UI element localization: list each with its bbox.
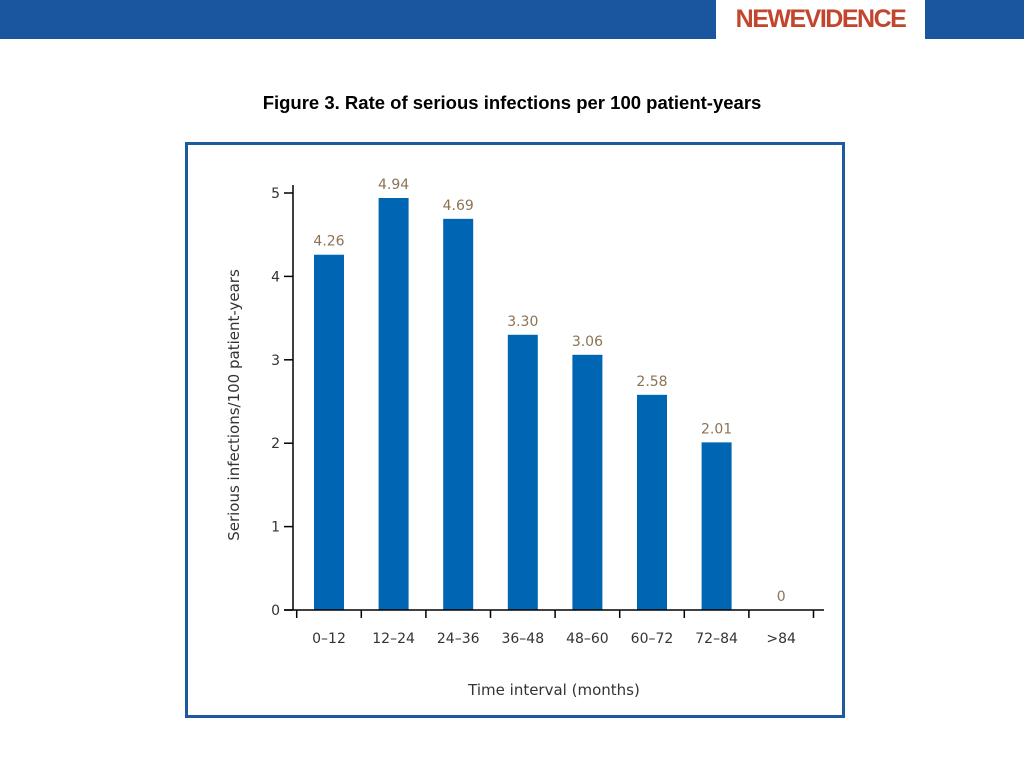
slide-title: Figure 3. Rate of serious infections per…: [262, 92, 762, 113]
value-label: 4.69: [443, 198, 474, 214]
value-label: 3.30: [507, 314, 538, 330]
y-tick-label: 1: [271, 520, 280, 536]
bar-chart: 4.26 4.94 4.69 3.30 3.06 2.58 2.01 0 0 1 2 3 4 5 0–12 1…: [225, 177, 824, 699]
x-tick-label: >84: [766, 631, 796, 647]
value-label: 4.26: [313, 234, 344, 250]
bar: [314, 254, 344, 610]
y-axis-label: Serious infections/100 patient-years: [225, 269, 243, 541]
x-axis-label: Time interval (months): [467, 681, 640, 699]
value-label: 2.01: [701, 421, 732, 437]
y-tick-label: 4: [271, 269, 280, 285]
brand-logo: NEWEVIDENCE: [716, 0, 925, 39]
bar: [637, 394, 667, 610]
y-tick-label: 5: [271, 186, 280, 202]
x-tick-label: 60–72: [631, 631, 674, 647]
value-label: 3.06: [572, 334, 603, 350]
x-tick-label: 12–24: [372, 631, 415, 647]
x-tick-label: 0–12: [312, 631, 346, 647]
x-tick-label: 48–60: [566, 631, 609, 647]
bar: [507, 334, 538, 610]
value-label: 0: [777, 589, 786, 605]
bar: [701, 442, 732, 610]
logo-text: NEWEVIDENCE: [735, 5, 907, 33]
x-tick-label: 72–84: [695, 631, 738, 647]
value-label: 4.94: [378, 177, 409, 193]
bar: [443, 218, 474, 610]
chart-frame: 4.26 4.94 4.69 3.30 3.06 2.58 2.01 0 0 1 2 3 4 5 0–12 1…: [185, 142, 845, 718]
y-tick-label: 0: [271, 603, 280, 619]
bar: [572, 354, 603, 610]
value-label: 2.58: [636, 374, 667, 390]
x-tick-label: 36–48: [501, 631, 544, 647]
x-tick-label: 24–36: [437, 631, 480, 647]
y-tick-label: 2: [271, 436, 280, 452]
bar: [378, 198, 409, 610]
y-tick-label: 3: [271, 353, 280, 369]
